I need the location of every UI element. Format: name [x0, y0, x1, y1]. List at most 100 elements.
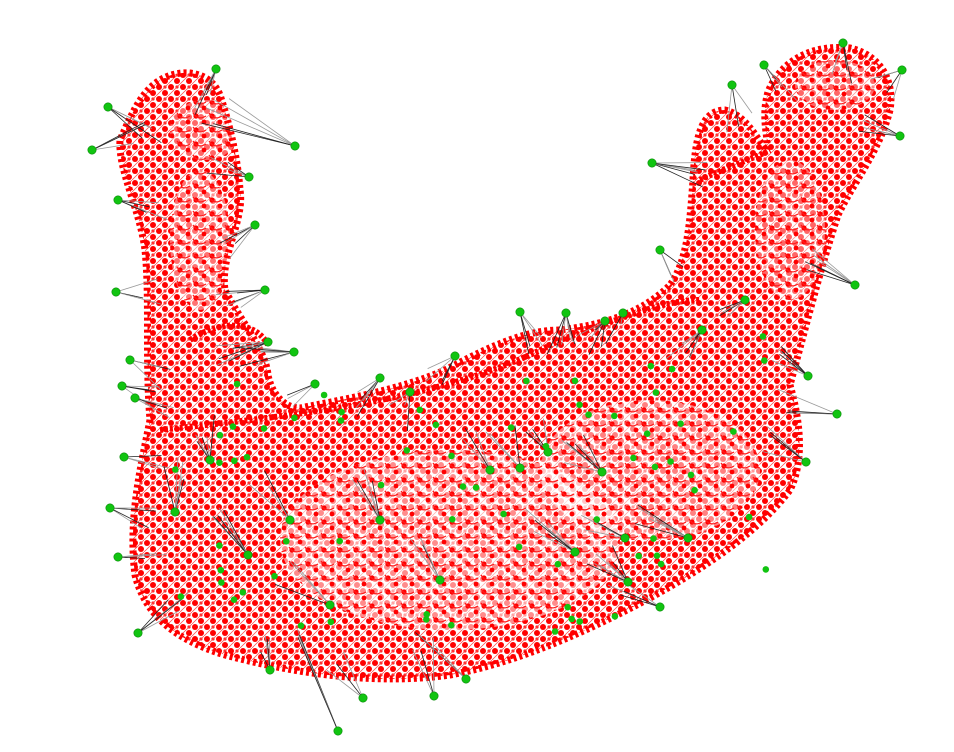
- landmark-dot: [133, 628, 143, 638]
- landmark-dot: [652, 389, 660, 396]
- landmark-dot: [655, 245, 665, 255]
- landmark-dot: [551, 628, 559, 635]
- landmark-dot: [745, 513, 753, 521]
- landmark-dot: [564, 603, 571, 611]
- correspondence-line: [842, 42, 852, 84]
- landmark-dot: [683, 533, 693, 543]
- landmark-dot: [320, 391, 328, 399]
- correspondence-line: [343, 652, 364, 699]
- correspondence-line: [817, 260, 856, 286]
- landmark-dot: [87, 145, 97, 155]
- correspondence-line: [432, 637, 435, 697]
- correspondence-line: [583, 434, 603, 473]
- correspondence-line: [564, 462, 603, 473]
- correspondence-line: [419, 537, 441, 581]
- correspondence-line: [519, 311, 531, 347]
- correspondence-line: [464, 427, 491, 471]
- correspondence-line: [226, 289, 266, 306]
- landmark-dot: [103, 102, 113, 112]
- landmark-dot: [850, 280, 860, 290]
- correspondence-line: [266, 638, 271, 671]
- correspondence-line: [352, 479, 381, 521]
- landmark-dot: [450, 351, 460, 361]
- correspondence-line: [858, 130, 901, 137]
- correspondence-line: [213, 123, 296, 147]
- correspondence-line: [441, 355, 456, 386]
- landmark-dot: [600, 316, 610, 326]
- landmark-dot: [832, 409, 842, 419]
- correspondence-line: [806, 269, 856, 286]
- correspondence-line: [651, 162, 698, 173]
- correspondence-line: [546, 312, 567, 355]
- correspondence-line: [767, 426, 807, 463]
- landmark-dot: [117, 381, 127, 391]
- correspondence-line: [435, 645, 467, 680]
- correspondence-line: [779, 353, 809, 377]
- correspondence-line: [117, 199, 150, 208]
- correspondence-line: [406, 391, 411, 432]
- correspondence-line: [214, 99, 296, 147]
- landmark-dot: [485, 465, 495, 475]
- landmark-dot: [542, 442, 550, 450]
- landmark-dot: [516, 465, 523, 472]
- landmark-dot: [803, 371, 813, 381]
- landmark-dot: [523, 377, 530, 385]
- landmark-dot: [762, 566, 770, 573]
- correspondence-line: [213, 516, 249, 556]
- landmark-dot: [667, 458, 674, 465]
- landmark-dot: [635, 552, 642, 560]
- correspondence-line: [651, 162, 695, 175]
- correspondence-line: [224, 224, 256, 244]
- correspondence-line: [174, 457, 179, 513]
- correspondence-line: [137, 610, 180, 634]
- correspondence-line: [777, 388, 838, 415]
- landmark-dot: [554, 560, 562, 568]
- correspondence-line: [174, 475, 183, 513]
- correspondence-line: [780, 346, 809, 377]
- landmark-dot: [895, 131, 905, 141]
- correspondence-line: [519, 311, 543, 346]
- correspondence-line: [810, 262, 856, 286]
- correspondence-line: [293, 562, 331, 606]
- landmark-dot: [172, 466, 179, 473]
- correspondence-line: [612, 545, 629, 583]
- landmark-dot: [285, 515, 295, 525]
- landmark-dot: [650, 535, 657, 542]
- correspondence-line: [268, 486, 291, 521]
- landmark-dot: [677, 420, 684, 428]
- correspondence-line: [219, 224, 256, 244]
- correspondence-line: [649, 518, 689, 539]
- landmark-dot: [119, 452, 129, 462]
- correspondence-line: [595, 521, 626, 539]
- correspondence-line: [635, 523, 689, 539]
- correspondence-line: [651, 162, 706, 171]
- correspondence-line: [137, 597, 184, 634]
- correspondence-line: [462, 439, 491, 471]
- landmark-dot: [243, 550, 253, 560]
- landmark-dot: [260, 285, 270, 295]
- correspondence-line: [371, 480, 381, 521]
- correspondence-line: [770, 435, 807, 463]
- landmark-dot: [597, 467, 607, 477]
- landmark-dot: [759, 333, 767, 340]
- landmark-dot: [283, 538, 290, 545]
- landmark-dot: [697, 325, 707, 335]
- correspondence-line: [427, 355, 456, 369]
- correspondence-line: [409, 537, 441, 581]
- correspondence-line: [134, 397, 174, 408]
- correspondence-line: [420, 650, 435, 697]
- correspondence-line: [225, 289, 266, 292]
- landmark-dot: [111, 287, 121, 297]
- correspondence-line: [534, 519, 576, 553]
- landmark-dot: [570, 547, 580, 557]
- correspondence-line: [547, 533, 576, 553]
- correspondence-line: [666, 329, 703, 359]
- correspondence-line: [620, 594, 661, 608]
- correspondence-line: [195, 434, 211, 461]
- correspondence-line: [228, 98, 296, 147]
- landmark-dot: [239, 589, 247, 596]
- landmark-dot: [243, 453, 251, 461]
- landmark-dot: [105, 503, 115, 513]
- correspondence-line: [595, 553, 629, 583]
- correspondence-line: [223, 509, 249, 556]
